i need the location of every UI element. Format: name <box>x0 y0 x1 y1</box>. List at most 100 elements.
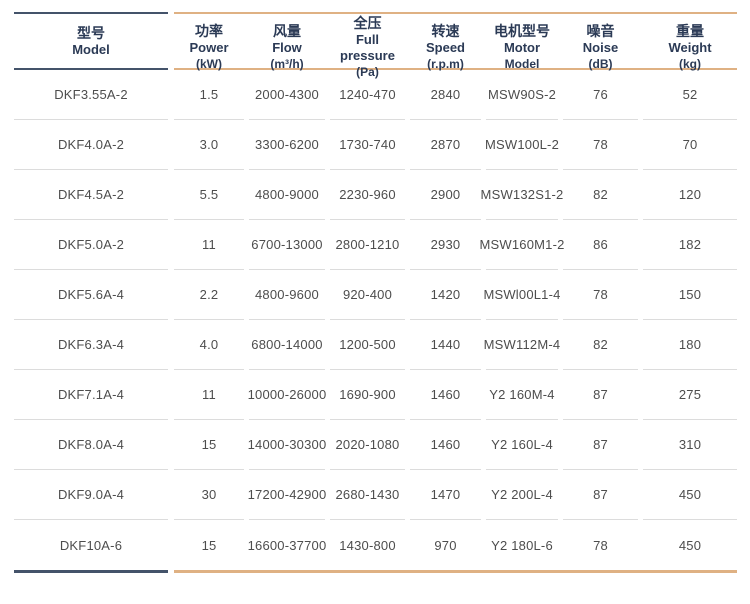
column-header-line: Model <box>504 56 540 71</box>
data-cell: 1200-500 <box>330 320 405 370</box>
data-cell: 86 <box>563 220 638 270</box>
column-header-line: (m³/h) <box>270 56 304 71</box>
data-cell: 15 <box>201 537 217 553</box>
data-cell: 450 <box>643 470 737 520</box>
data-cell: 1.5 <box>174 70 244 120</box>
column-header-line: (r.p.m) <box>427 56 464 71</box>
data-cell: 6700-13000 <box>249 220 325 270</box>
table-body: 1.5 2000-4300 1240-470 2840 MSW90S-2 76 52 3.0 3… <box>174 70 737 570</box>
data-cell: 4800-9600 <box>249 270 325 320</box>
table-row: 5.5 4800-9000 2230-960 2900 MSW132S1-2 82 120 <box>174 170 737 220</box>
data-cell: 14000-30300 <box>248 420 326 470</box>
model-cell: DKF4.0A-2 <box>14 120 168 170</box>
data-cell: Y2 180L-6 <box>491 537 553 553</box>
data-cell: 1690-900 <box>330 370 405 420</box>
data-cell: 1730-740 <box>330 120 405 170</box>
data-cell: 3.0 <box>174 120 244 170</box>
column-header-line: 风量 <box>273 23 301 40</box>
data-cell: 87 <box>563 420 638 470</box>
column-header: 功率 Power (kW) <box>174 22 244 71</box>
data-cell: 78 <box>563 270 638 320</box>
column-header-line: 型号 <box>77 24 105 41</box>
data-cell: 1430-800 <box>339 537 396 553</box>
data-cell: Y2 200L-4 <box>486 470 558 520</box>
table-row: 3.0 3300-6200 1730-740 2870 MSW100L-2 78 70 <box>174 120 737 170</box>
data-cell: 450 <box>678 537 702 553</box>
data-cell: 5.5 <box>174 170 244 220</box>
data-cell: 2.2 <box>174 270 244 320</box>
data-cell: MSW112M-4 <box>484 320 560 370</box>
data-cell: 970 <box>434 537 457 553</box>
model-cell: DKF9.0A-4 <box>14 470 168 520</box>
data-cell: 4.0 <box>174 320 244 370</box>
data-cell: 11 <box>174 220 244 270</box>
data-cell: 10000-26000 <box>248 370 326 420</box>
data-cell: MSWl00L1-4 <box>483 270 560 320</box>
model-cell: DKF8.0A-4 <box>14 420 168 470</box>
data-cell: 15 <box>174 420 244 470</box>
data-cell: MSW160M1-2 <box>479 220 564 270</box>
column-header-line: 全压 <box>353 15 382 31</box>
data-cell: 16600-37700 <box>247 537 327 553</box>
column-header-line: Speed <box>425 40 465 56</box>
data-cell: 87 <box>563 470 638 520</box>
column-header-line: (kg) <box>679 56 701 71</box>
data-cell: 6800-14000 <box>249 320 325 370</box>
data-cell: 1240-470 <box>330 70 405 120</box>
column-header: 全压 Full pressure (Pa) <box>330 14 405 80</box>
model-column: 型号 Model DKF3.55A-2 DKF4.0A-2 DKF4.5A-2 DKF5… <box>14 12 168 573</box>
data-cell: 310 <box>643 420 737 470</box>
data-cell: 70 <box>643 120 737 170</box>
data-cell: 2680-1430 <box>330 470 405 520</box>
column-header-line: Model <box>72 41 110 57</box>
column-header-line: Power <box>189 40 229 56</box>
model-cell: DKF3.55A-2 <box>14 70 168 120</box>
data-cell: 1460 <box>410 420 481 470</box>
table-row: 30 17200-42900 2680-1430 1470 Y2 200L-4 87 450 <box>174 470 737 520</box>
table-row: 11 10000-26000 1690-900 1460 Y2 160M-4 87 275 <box>174 370 737 420</box>
column-header-line: Weight <box>668 40 712 56</box>
column-header-line: (Pa) <box>356 64 379 79</box>
model-cell: DKF5.0A-2 <box>14 220 168 270</box>
data-cell: Y2 160M-4 <box>486 370 558 420</box>
data-cell: 76 <box>563 70 638 120</box>
model-cell: DKF5.6A-4 <box>14 270 168 320</box>
table-row: 15 14000-30300 2020-1080 1460 Y2 160L-4 87 310 <box>174 420 737 470</box>
column-header-model: 型号 Model <box>14 14 168 70</box>
column-header-line: Full pressure <box>340 32 395 64</box>
column-header-line: 功率 <box>195 23 223 40</box>
data-cell: 78 <box>593 537 608 553</box>
model-cell: DKF7.1A-4 <box>14 370 168 420</box>
column-header: 重量 Weight (kg) <box>643 22 737 71</box>
data-cell: 2000-4300 <box>249 70 325 120</box>
column-header-line: 转速 <box>431 23 460 40</box>
data-cell: 2230-960 <box>330 170 405 220</box>
table-row: 15 16600-37700 1430-800 970 Y2 180L-6 78 450 <box>174 520 737 570</box>
data-cell: 87 <box>563 370 638 420</box>
column-header-line: 噪音 <box>586 23 615 40</box>
column-header: 电机型号 Motor Model <box>486 22 558 71</box>
data-cell: MSW100L-2 <box>485 120 559 170</box>
data-cell: 1440 <box>410 320 481 370</box>
data-cell: 82 <box>563 170 638 220</box>
column-header-line: 重量 <box>676 23 704 40</box>
data-cell: 2900 <box>410 170 481 220</box>
data-cell: 1420 <box>410 270 481 320</box>
data-cell: 180 <box>643 320 737 370</box>
data-cell: 275 <box>643 370 737 420</box>
data-cell: 52 <box>643 70 737 120</box>
data-cell: 920-400 <box>330 270 405 320</box>
data-cell: MSW90S-2 <box>486 70 558 120</box>
data-cell: 17200-42900 <box>248 470 326 520</box>
column-header-line: Flow <box>272 40 302 56</box>
data-columns: 功率 Power (kW) 风量 Flow (m³/h) 全压 Full pressure (P… <box>174 12 737 573</box>
fan-spec-table: 型号 Model DKF3.55A-2 DKF4.0A-2 DKF4.5A-2 DKF5… <box>14 12 737 573</box>
table-row: 4.0 6800-14000 1200-500 1440 MSW112M-4 82 180 <box>174 320 737 370</box>
data-cell: 4800-9000 <box>249 170 325 220</box>
data-cell: 120 <box>643 170 737 220</box>
data-cell: 150 <box>643 270 737 320</box>
data-cell: 2020-1080 <box>330 420 405 470</box>
data-cell: 2930 <box>410 220 481 270</box>
table-row: 1.5 2000-4300 1240-470 2840 MSW90S-2 76 52 <box>174 70 737 120</box>
table-row: 11 6700-13000 2800-1210 2930 MSW160M1-2 86 182 <box>174 220 737 270</box>
